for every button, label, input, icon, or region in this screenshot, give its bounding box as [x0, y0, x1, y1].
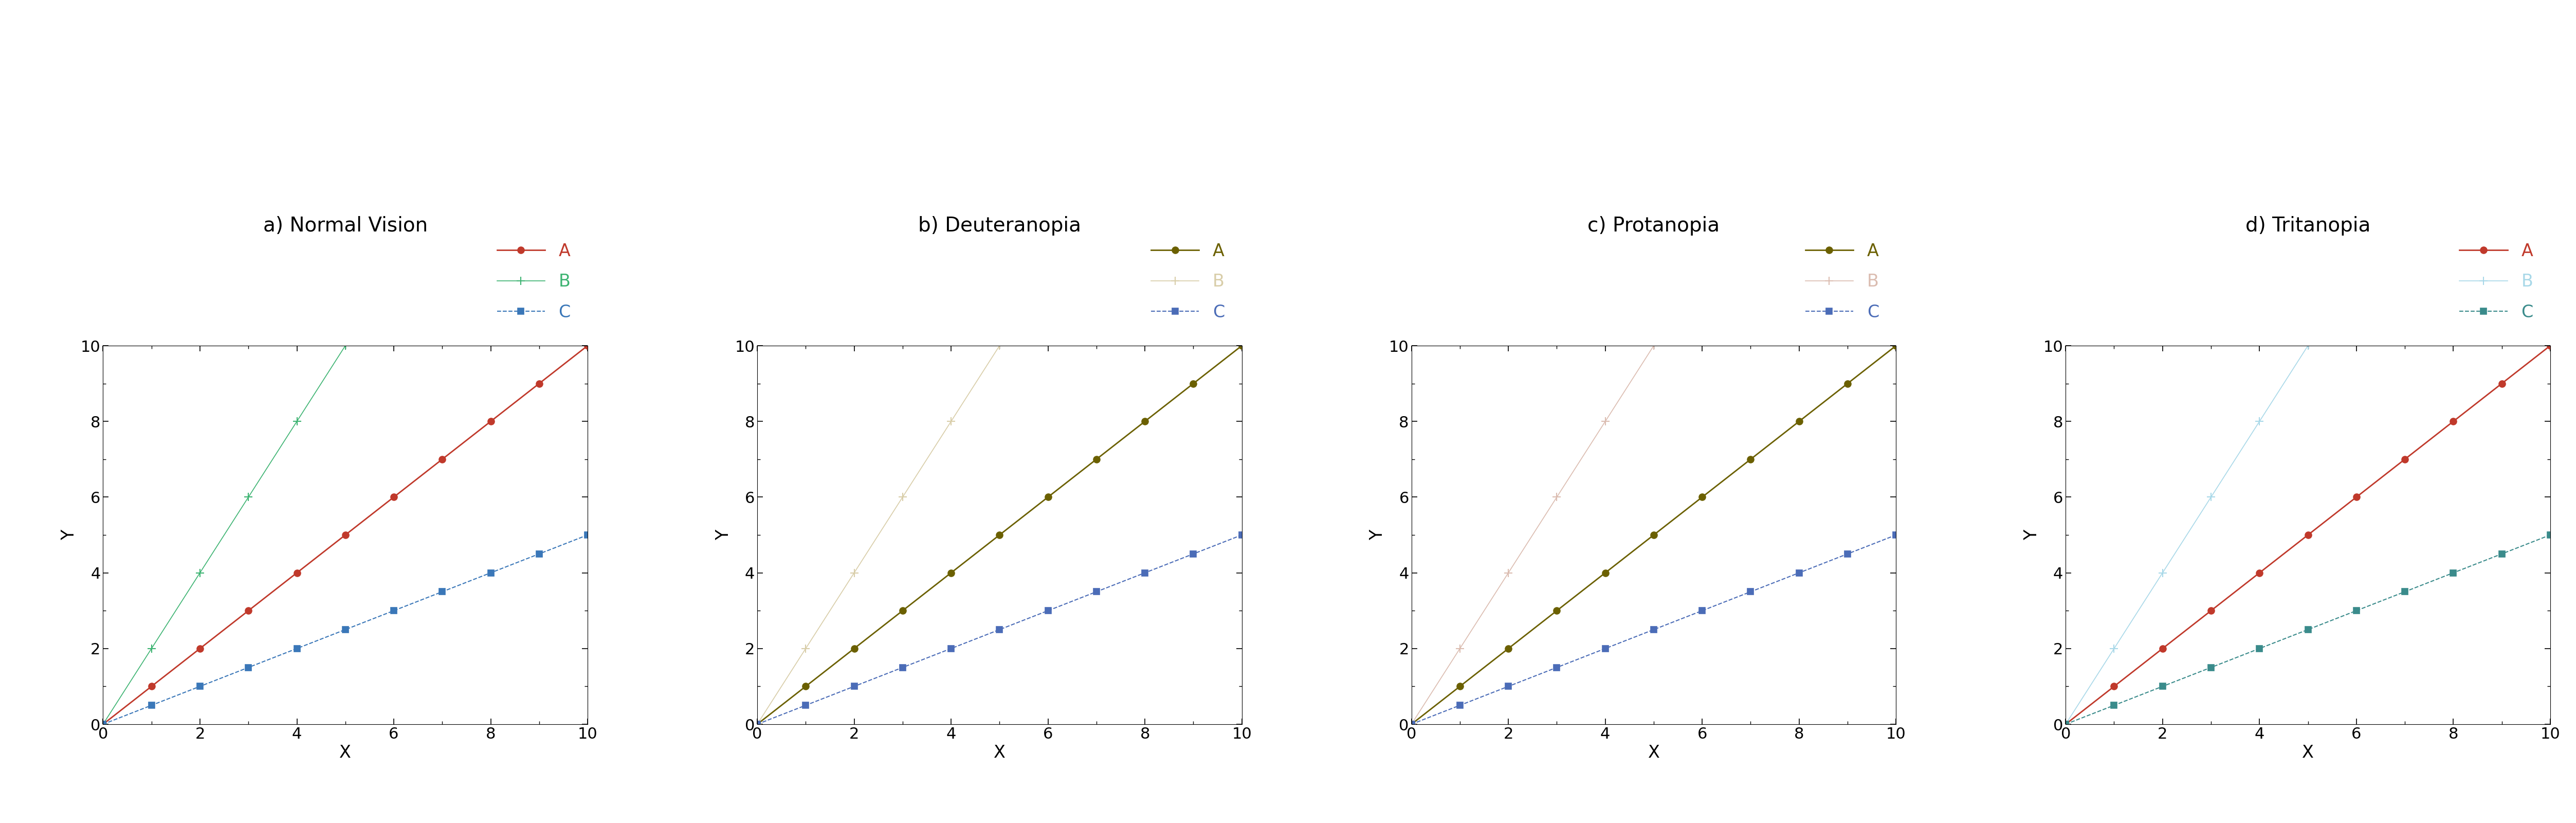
X-axis label: X: X: [994, 745, 1005, 761]
Title: a) Normal Vision: a) Normal Vision: [263, 216, 428, 235]
Title: b) Deuteranopia: b) Deuteranopia: [917, 216, 1082, 235]
Title: c) Protanopia: c) Protanopia: [1587, 216, 1721, 235]
X-axis label: X: X: [2303, 745, 2313, 761]
Legend: A, B, C: A, B, C: [2450, 234, 2543, 329]
Y-axis label: Y: Y: [2022, 530, 2040, 540]
Y-axis label: Y: Y: [62, 530, 77, 540]
Legend: A, B, C: A, B, C: [489, 234, 580, 329]
X-axis label: X: X: [340, 745, 350, 761]
Y-axis label: Y: Y: [716, 530, 732, 540]
Legend: A, B, C: A, B, C: [1144, 234, 1234, 329]
X-axis label: X: X: [1649, 745, 1659, 761]
Legend: A, B, C: A, B, C: [1795, 234, 1888, 329]
Y-axis label: Y: Y: [1370, 530, 1386, 540]
Title: d) Tritanopia: d) Tritanopia: [2246, 216, 2370, 235]
